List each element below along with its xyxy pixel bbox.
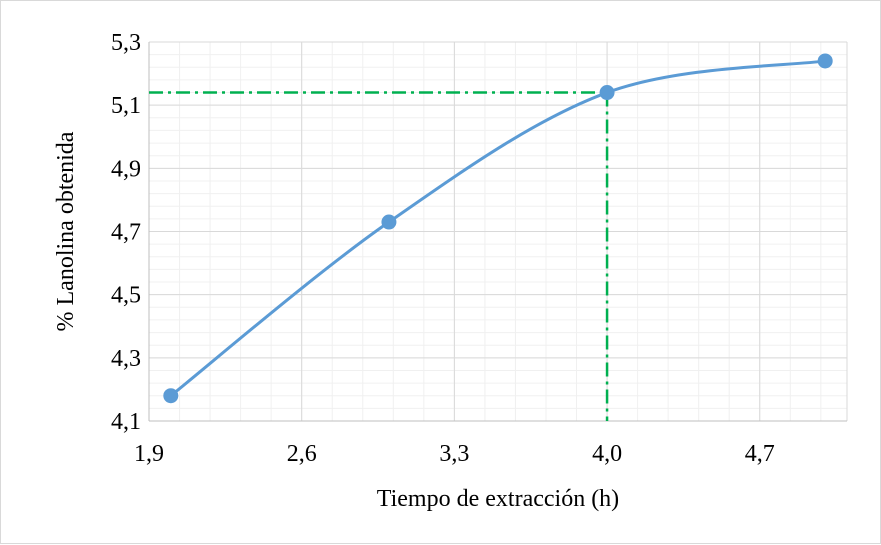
- x-axis-title: Tiempo de extracción (h): [377, 486, 619, 512]
- x-tick-label: 4,7: [745, 441, 775, 467]
- y-tick-label: 4,1: [111, 409, 141, 435]
- major-gridlines: [148, 41, 848, 422]
- x-tick-label: 4,0: [592, 441, 622, 467]
- x-tick-label: 2,6: [287, 441, 317, 467]
- y-tick-label: 4,9: [111, 156, 141, 182]
- data-point: [817, 53, 833, 69]
- y-tick-label: 5,1: [111, 93, 141, 119]
- series-layer: [163, 53, 833, 404]
- data-point: [381, 214, 397, 230]
- y-tick-labels: 4,1 4,3 4,5 4,7 4,9 5,1 5,3: [111, 30, 141, 435]
- x-tick-label: 1,9: [134, 441, 164, 467]
- data-point: [599, 85, 615, 101]
- axes: [148, 42, 847, 422]
- y-tick-label: 5,3: [111, 30, 141, 56]
- data-point: [163, 388, 179, 404]
- x-tick-label: 3,3: [439, 441, 469, 467]
- series-line: [169, 59, 827, 398]
- reference-lines: [149, 91, 609, 421]
- y-tick-label: 4,3: [111, 346, 141, 372]
- y-tick-label: 4,5: [111, 283, 141, 309]
- y-axis-title: % Lanolina obtenida: [53, 131, 79, 331]
- y-tick-label: 4,7: [111, 220, 141, 246]
- x-tick-labels: 1,9 2,6 3,3 4,0 4,7: [134, 441, 775, 467]
